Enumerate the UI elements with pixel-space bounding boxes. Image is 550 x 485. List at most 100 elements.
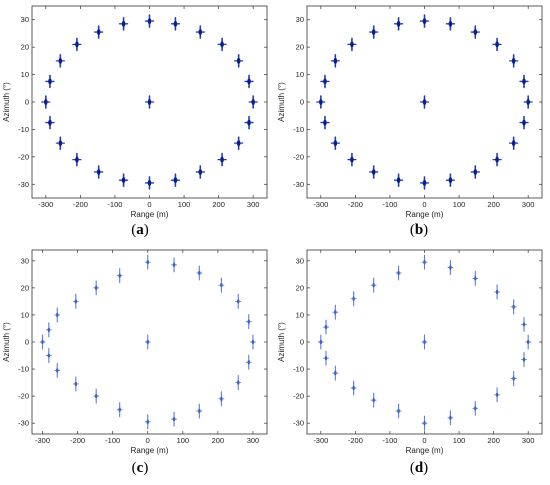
point-core (41, 339, 44, 345)
data-point (72, 152, 82, 167)
data-point (93, 280, 100, 296)
data-point (72, 376, 79, 392)
point-core (474, 406, 477, 411)
x-tick-label: 300 (247, 436, 260, 445)
point-core (512, 376, 515, 381)
point-core (323, 78, 327, 85)
point-core (146, 419, 149, 425)
data-point (244, 115, 254, 130)
point-core (48, 78, 52, 85)
panel-label-c: (c) (131, 460, 149, 476)
data-point (245, 314, 252, 330)
x-tick-label: -200 (348, 436, 363, 445)
point-core (324, 324, 328, 330)
x-tick-label: 200 (487, 436, 500, 445)
data-point (350, 380, 357, 396)
point-core (237, 380, 240, 385)
data-point (248, 95, 258, 109)
data-point (492, 152, 502, 167)
data-point (116, 268, 123, 284)
point-core (448, 20, 453, 27)
point-core (511, 140, 516, 147)
data-point (332, 304, 339, 320)
point-core (74, 381, 78, 387)
data-point (370, 392, 377, 408)
x-tick-label: -100 (382, 200, 397, 209)
panel-label-a: (a) (131, 222, 149, 238)
data-point (523, 95, 533, 109)
x-tick-label: 0 (422, 200, 426, 209)
x-tick-label: -200 (348, 200, 363, 209)
data-point (330, 54, 340, 68)
x-tick-label: 0 (147, 200, 151, 209)
data-point (393, 17, 404, 31)
data-point (171, 257, 178, 273)
point-core (334, 310, 337, 315)
data-point (369, 25, 379, 39)
point-core (247, 360, 250, 365)
point-core (372, 397, 375, 403)
data-point (93, 388, 100, 404)
x-tick-label: 100 (453, 436, 466, 445)
y-axis-label: Azimuth (°) (277, 322, 286, 362)
data-point (118, 173, 129, 187)
point-core (522, 119, 526, 126)
point-core (495, 289, 499, 295)
data-point (447, 410, 454, 426)
data-point (419, 95, 430, 109)
data-point (72, 293, 79, 309)
chart-b-svg: -300 -200 -100 0 100 200 300-30-20-100102030Ra… (277, 5, 543, 219)
point-core (522, 322, 526, 327)
point-core (397, 408, 400, 414)
x-tick-label: 300 (247, 200, 260, 209)
data-point (245, 354, 252, 370)
data-point (395, 403, 402, 419)
point-core (251, 339, 255, 345)
data-point (330, 136, 340, 150)
point-core (220, 41, 224, 48)
y-tick-label: -10 (293, 365, 304, 374)
data-point (235, 293, 242, 309)
data-point (370, 277, 377, 293)
point-core (422, 179, 427, 186)
x-tick-label: -300 (35, 436, 50, 445)
data-point (521, 352, 527, 368)
data-point (509, 54, 519, 68)
x-tick-label: 100 (178, 200, 191, 209)
point-core (236, 57, 241, 64)
data-point (144, 254, 151, 270)
point-core (220, 282, 223, 288)
point-core (172, 416, 176, 422)
point-core (96, 29, 101, 36)
y-tick-label: 20 (21, 43, 29, 52)
point-core (173, 177, 178, 184)
point-core (449, 415, 452, 420)
y-tick-label: 0 (25, 98, 29, 107)
data-point (421, 254, 428, 270)
data-point (45, 347, 52, 364)
point-core (146, 339, 149, 345)
point-core (512, 304, 515, 310)
data-point (144, 414, 151, 430)
point-core (118, 407, 121, 412)
point-core (422, 99, 427, 105)
point-core (319, 99, 323, 105)
data-point (419, 176, 430, 190)
data-point (234, 54, 244, 68)
data-point (72, 37, 82, 52)
chart-d-svg: -300 -200 -100 0 100 200 300-30-20-100102030Ra… (277, 249, 543, 455)
data-point (320, 115, 330, 130)
point-core (198, 408, 201, 414)
point-core (352, 385, 355, 391)
y-tick-label: -30 (293, 180, 304, 189)
data-point (144, 176, 155, 190)
point-core (220, 156, 224, 163)
point-core (75, 41, 79, 48)
point-core (94, 393, 98, 399)
point-core (75, 156, 79, 163)
y-axis-label: Azimuth (°) (2, 322, 11, 362)
data-point (510, 370, 517, 387)
point-core (448, 177, 453, 184)
data-point (195, 165, 205, 179)
chart-panel-a: -300 -200 -100 0 100 200 300 -30 -20 -10 0 10 20 30 Ra… (0, 0, 275, 219)
